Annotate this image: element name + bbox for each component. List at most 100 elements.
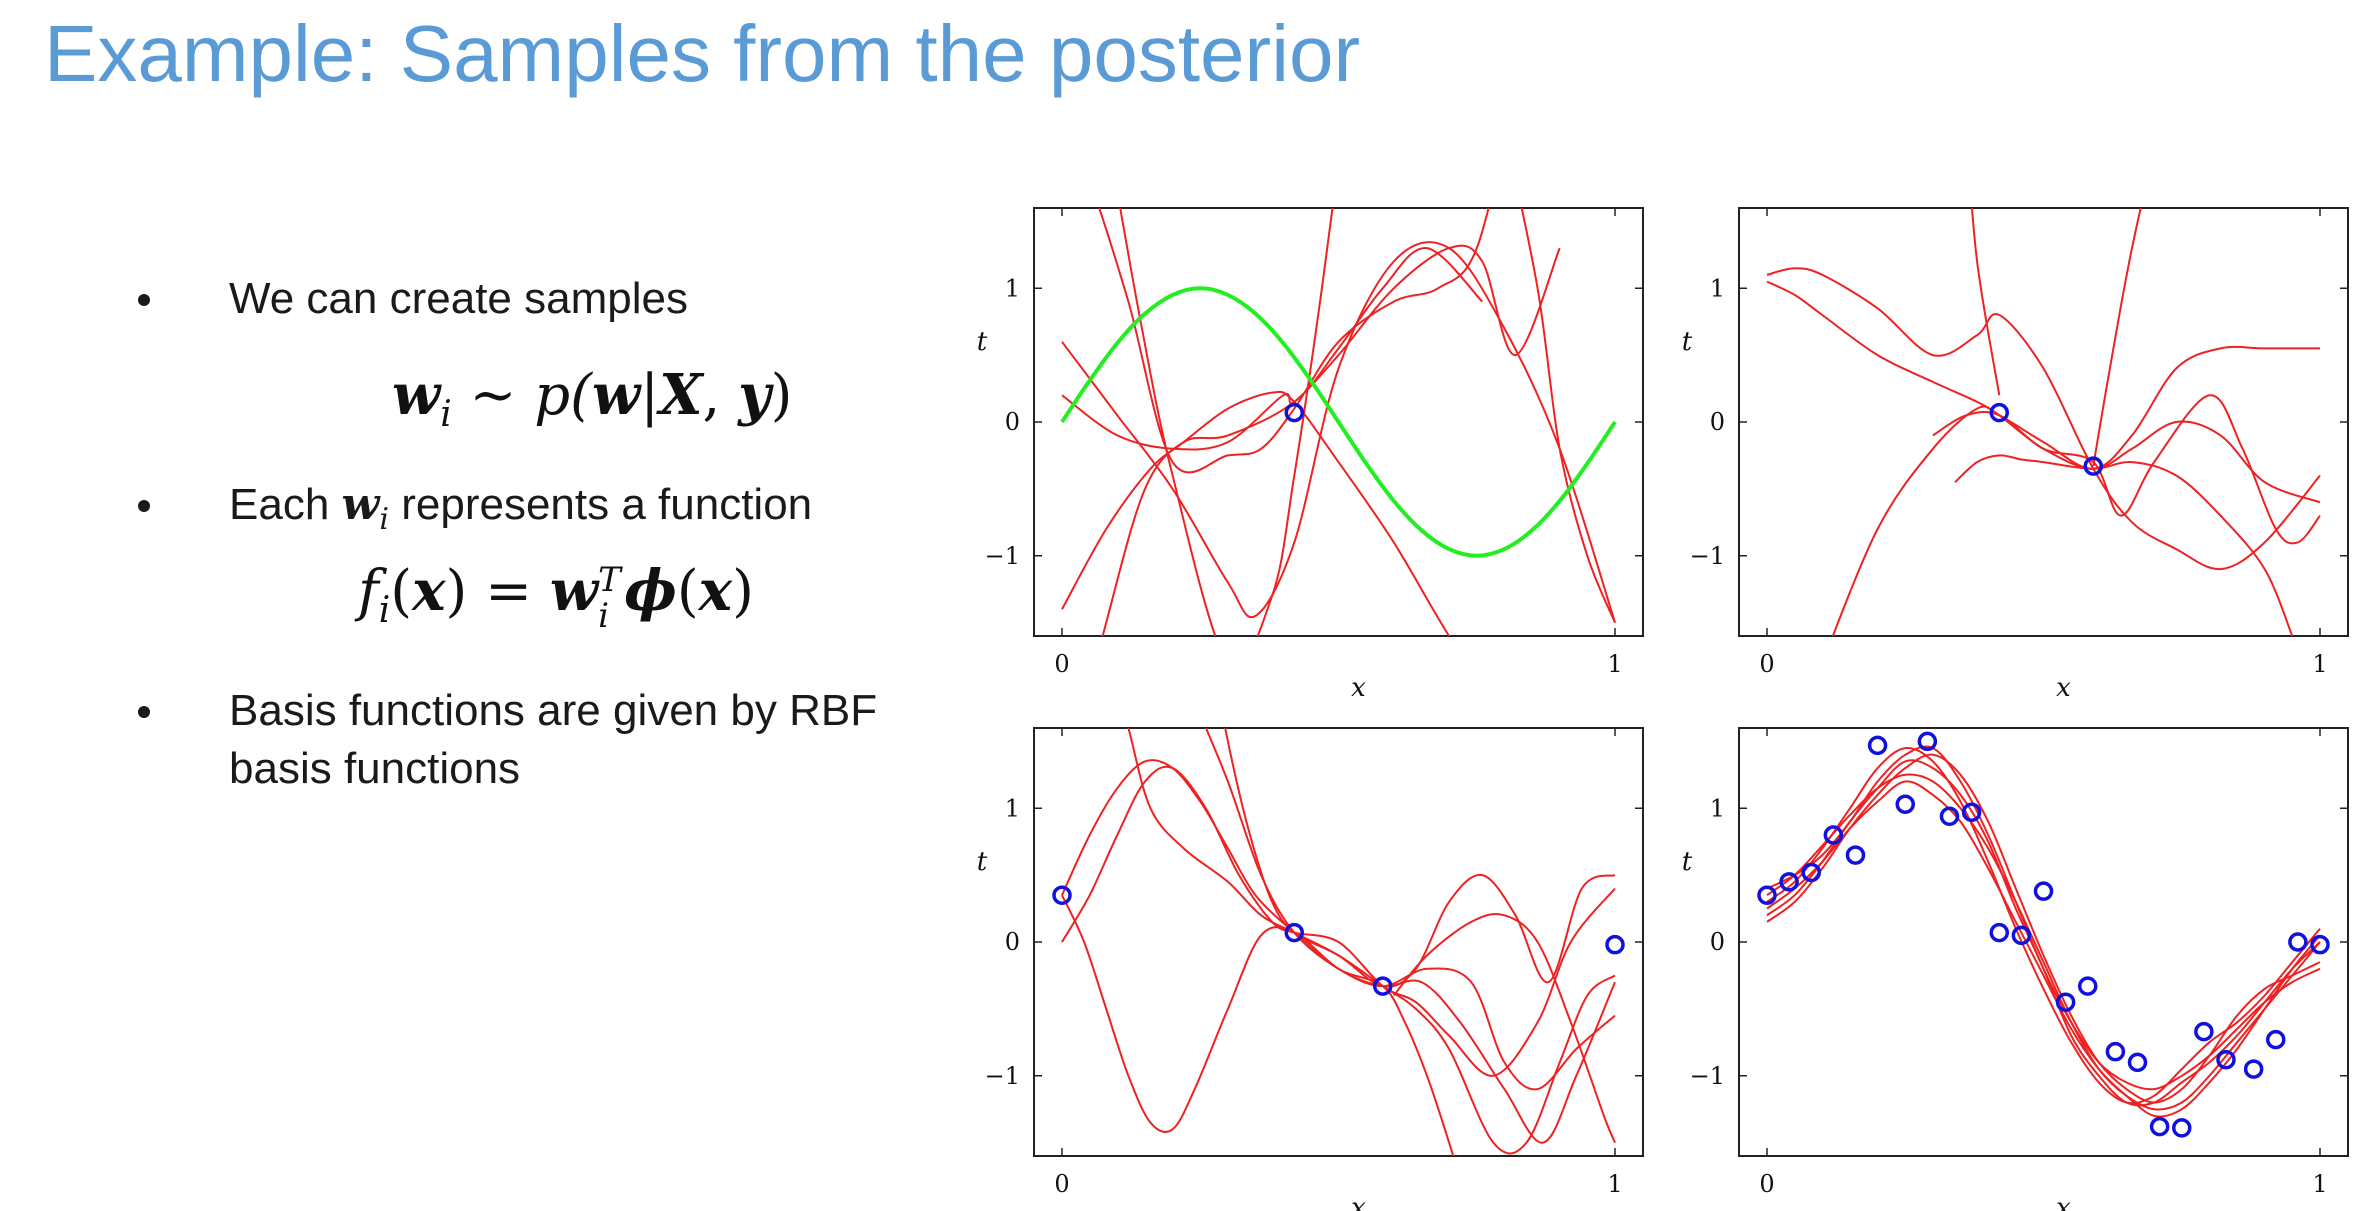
y-axis-label: t xyxy=(1682,847,1693,877)
eq-w2: w xyxy=(591,362,641,428)
data-point-5 xyxy=(1867,735,1888,756)
data-point-7 xyxy=(1917,731,1938,752)
data-point-0 xyxy=(1284,402,1305,423)
x-axis-label: x xyxy=(1351,1193,1366,1211)
data-point-8 xyxy=(1939,806,1960,827)
data-point-9 xyxy=(1961,802,1982,823)
slide-title: Example: Samples from the posterior xyxy=(44,9,1361,98)
x-axis-label: x xyxy=(1351,673,1366,703)
y-axis-label: t xyxy=(1682,327,1693,357)
data-point-0 xyxy=(1052,885,1072,905)
bullet-text-each: Each wi represents a function xyxy=(229,476,812,549)
y-tick-label: 0 xyxy=(1710,928,1725,956)
sample-curve-3 xyxy=(1954,454,2294,636)
data-point-1 xyxy=(2083,456,2104,476)
bullet-text-basis: Basis functions are given by RBF basis f… xyxy=(229,682,877,798)
sample-curve-0 xyxy=(1061,241,1616,623)
chart-panel-top-right: −1 0 1 0 1 x t xyxy=(1682,207,2349,703)
eq-sim: ~ xyxy=(451,363,535,428)
data-point-13 xyxy=(2055,992,2076,1012)
chart-panel-bottom-left: −1 0 1 0 1 x t xyxy=(977,727,1644,1211)
y-tick-label: 1 xyxy=(1710,274,1725,302)
x-tick-label: 0 xyxy=(1054,650,1069,678)
data-point-2 xyxy=(1801,862,1821,883)
bullet-dot xyxy=(138,500,150,512)
sample-curve-3 xyxy=(1127,728,1616,1155)
sample-curve-3 xyxy=(1766,780,2321,1118)
y-tick-label: −1 xyxy=(1690,542,1725,570)
sample-curve-5 xyxy=(1766,759,2321,1107)
data-point-22 xyxy=(2266,1029,2286,1050)
bullet-text-part: Each xyxy=(229,480,342,529)
y-tick-label: 0 xyxy=(1005,408,1020,436)
data-point-0 xyxy=(1989,402,2010,423)
x-axis-label: x xyxy=(2056,1193,2071,1211)
sample-curve-4 xyxy=(1224,728,1616,988)
eq-f-i: i xyxy=(378,590,391,632)
sample-curve-1 xyxy=(1766,280,2321,504)
bullet-dot xyxy=(138,294,150,306)
sample-curve-5 xyxy=(1101,247,1484,636)
eq-comma: , xyxy=(702,363,739,428)
eq-T: T xyxy=(598,560,621,600)
y-tick-label: 1 xyxy=(1005,794,1020,822)
eq-X: X xyxy=(659,362,703,428)
bullet-list: We can create samples wi ~ p(w|X, y) Eac… xyxy=(0,0,980,1211)
plot-area xyxy=(1766,745,2321,1118)
bullet-text-samples: We can create samples xyxy=(229,270,688,328)
eq-y: y xyxy=(738,362,771,428)
equation-sample: wi ~ p(w|X, y) xyxy=(392,362,793,435)
eq-p: p( xyxy=(534,363,592,428)
data-point-17 xyxy=(2149,1116,2170,1137)
sample-curve-1 xyxy=(1061,765,1616,1077)
chart-panel-top-left: −1 0 1 0 1 x t xyxy=(977,207,1644,703)
eq-close: ) xyxy=(770,363,793,428)
eq-f: f xyxy=(358,559,379,624)
bullet-text-part: represents a function xyxy=(389,480,813,529)
bullet-text-line: basis functions xyxy=(229,744,521,793)
data-point-3 xyxy=(1605,934,1625,955)
data-point-3 xyxy=(1823,825,1844,845)
data-point-24 xyxy=(2310,934,2330,955)
x-tick-label: 1 xyxy=(2312,1170,2327,1198)
sample-curve-6 xyxy=(1520,208,1616,623)
sample-curve-4 xyxy=(1932,394,2321,545)
sample-curve-1 xyxy=(1766,773,2321,1111)
y-tick-label: −1 xyxy=(1690,1062,1725,1090)
eq-x2: x xyxy=(698,558,733,624)
data-point-23 xyxy=(2288,932,2308,952)
plot-frame xyxy=(1738,207,2349,637)
sample-curve-2 xyxy=(1831,345,2320,636)
sample-curve-0 xyxy=(1766,267,2321,571)
x-tick-label: 0 xyxy=(1759,1170,1774,1198)
eq-phi: ϕ xyxy=(624,558,677,624)
data-point-16 xyxy=(2127,1052,2148,1073)
x-tick-label: 0 xyxy=(1054,1170,1069,1198)
plot-area xyxy=(1766,208,2321,636)
y-tick-label: −1 xyxy=(985,542,1020,570)
x-axis-label: x xyxy=(2056,673,2071,703)
y-axis-label: t xyxy=(977,327,988,357)
data-point-2 xyxy=(1372,976,1393,996)
eq-x: x xyxy=(412,558,446,624)
sample-curve-5 xyxy=(1970,208,2001,396)
sample-curve-5 xyxy=(1204,728,1455,1156)
y-tick-label: 1 xyxy=(1005,274,1020,302)
sample-curve-6 xyxy=(2092,208,2142,467)
y-axis-label: t xyxy=(977,847,988,877)
data-point-20 xyxy=(2216,1049,2236,1070)
eq-w-i: i xyxy=(598,596,609,636)
data-point-18 xyxy=(2172,1118,2192,1138)
data-point-11 xyxy=(2011,925,2032,946)
x-tick-label: 0 xyxy=(1759,650,1774,678)
sample-curve-2 xyxy=(1061,894,1616,1133)
data-point-21 xyxy=(2243,1059,2264,1079)
bullet-text-line: Basis functions are given by RBF xyxy=(229,686,878,735)
data-point-19 xyxy=(2194,1021,2214,1042)
data-point-12 xyxy=(2033,881,2054,901)
x-tick-label: 1 xyxy=(1607,1170,1622,1198)
plot-frame xyxy=(1738,727,2349,1157)
bullet-text-part: We can create samples xyxy=(229,274,688,323)
